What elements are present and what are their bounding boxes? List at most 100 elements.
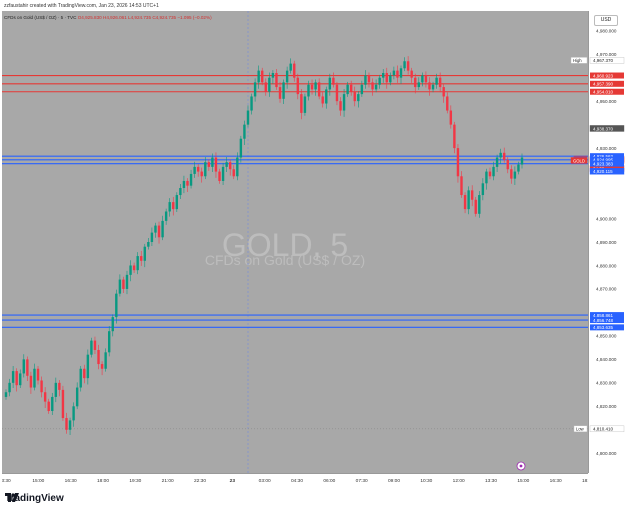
candle [118, 274, 122, 297]
time-tick-label: 12:00 [453, 478, 465, 484]
candle-body [243, 124, 246, 139]
ohlc-low: L4,924.735 [128, 15, 152, 20]
candle-body [406, 61, 410, 71]
candle-body [204, 162, 207, 177]
candle [58, 380, 61, 397]
candle-body [186, 180, 189, 186]
level-label-box [590, 317, 624, 324]
candle-body [26, 359, 29, 376]
time-tick-label: 03:00 [259, 478, 271, 484]
candle [207, 159, 211, 171]
price-marker-tag: Low [573, 425, 588, 433]
candle-body [510, 169, 513, 179]
candle-body [360, 84, 364, 95]
candle [29, 371, 33, 394]
candle-body [378, 77, 381, 85]
candle [321, 91, 324, 108]
candle-body [303, 96, 307, 113]
level-label-text: 4,926.562 [593, 154, 614, 159]
price-axis-svg: 4,800.000 4,820.000 4,830.000 4,840.000 4,85… [589, 29, 625, 456]
time-tick-label: 22:30 [194, 478, 206, 484]
candle [271, 70, 275, 85]
candle-body [460, 176, 463, 196]
price-marker: 4,938.370 [589, 125, 625, 132]
symbol-legend[interactable]: CFDs on Gold (US$ / OZ) · 5 · TVC O4,925… [4, 15, 212, 20]
candle-body [179, 188, 182, 196]
candle [4, 389, 8, 400]
candle-body [410, 70, 413, 78]
time-tick-label: 18:00 [582, 478, 588, 484]
candle [367, 72, 371, 88]
candle-body [367, 75, 371, 83]
candle [129, 260, 132, 282]
level-label-box [590, 156, 624, 163]
candle [100, 361, 104, 376]
candle [335, 81, 339, 106]
candle-body [47, 401, 50, 412]
candle [481, 178, 485, 201]
candle-body [332, 77, 335, 85]
price-axis[interactable]: 4,800.000 4,820.000 4,830.000 4,840.000 4,85… [588, 11, 625, 473]
candle-body [15, 371, 18, 386]
candle [403, 57, 406, 72]
candle-body [61, 389, 65, 419]
time-tick-label: 10:30 [420, 478, 432, 484]
candle [293, 60, 296, 82]
candle [503, 147, 506, 163]
candle-body [261, 70, 264, 83]
currency-button[interactable]: USD [594, 15, 618, 26]
tradingview-logo[interactable]: TradingView [5, 493, 64, 504]
price-marker-tag-box [573, 425, 588, 433]
candle-body [478, 195, 481, 214]
price-tick-label: 4,900.000 [596, 216, 617, 221]
level-label-box [590, 160, 624, 167]
candle [204, 157, 207, 180]
level-label-text: 4,923.383 [593, 161, 614, 166]
candle [282, 79, 285, 104]
tradingview-logo-text: TradingView [5, 493, 64, 504]
candle-body [83, 368, 86, 379]
price-marker-text: 4,938.370 [593, 126, 614, 131]
candle [172, 196, 175, 216]
candle [342, 88, 346, 117]
price-marker: 4,967.370 [589, 57, 625, 64]
candle [33, 363, 36, 391]
candle-body [29, 375, 33, 388]
time-axis[interactable]: 3:30 15:00 16:30 18:00 19:30 21:00 22:30 23 03:0… [2, 473, 588, 486]
candle-body [8, 382, 11, 393]
candle-body [438, 77, 442, 88]
candle-body [421, 75, 424, 83]
candle-body [143, 246, 146, 261]
price-marker-tag-text: Low [576, 427, 585, 432]
candle-body [513, 171, 517, 179]
candle [414, 73, 417, 94]
candle [474, 196, 477, 217]
price-marker-box [589, 125, 625, 132]
candle-body [97, 349, 100, 365]
candle [378, 74, 381, 89]
level-label-box [590, 324, 624, 331]
candle [196, 164, 200, 177]
candle-body [278, 87, 282, 99]
price-marker-tag: GOLD [570, 157, 588, 164]
candle-body [75, 387, 79, 407]
candle [228, 159, 232, 176]
replay-icon-dot [519, 464, 523, 468]
candle-body [43, 392, 47, 402]
candle-body [346, 84, 349, 95]
chart-header: zzfaustahir created with TradingView.com… [0, 0, 625, 13]
candle-body [40, 380, 43, 393]
level-label-text: 4,957.390 [593, 82, 614, 87]
candle [179, 184, 182, 200]
candle [168, 198, 171, 217]
candle [189, 169, 193, 189]
candle [193, 161, 196, 178]
candle [467, 186, 470, 215]
candle-body [403, 61, 406, 69]
level-label: 4,856.748 [590, 317, 624, 324]
candle [289, 58, 292, 74]
candle-body [253, 82, 257, 97]
level-label-text: 4,924.995 [593, 158, 614, 163]
candle-body [236, 157, 239, 177]
